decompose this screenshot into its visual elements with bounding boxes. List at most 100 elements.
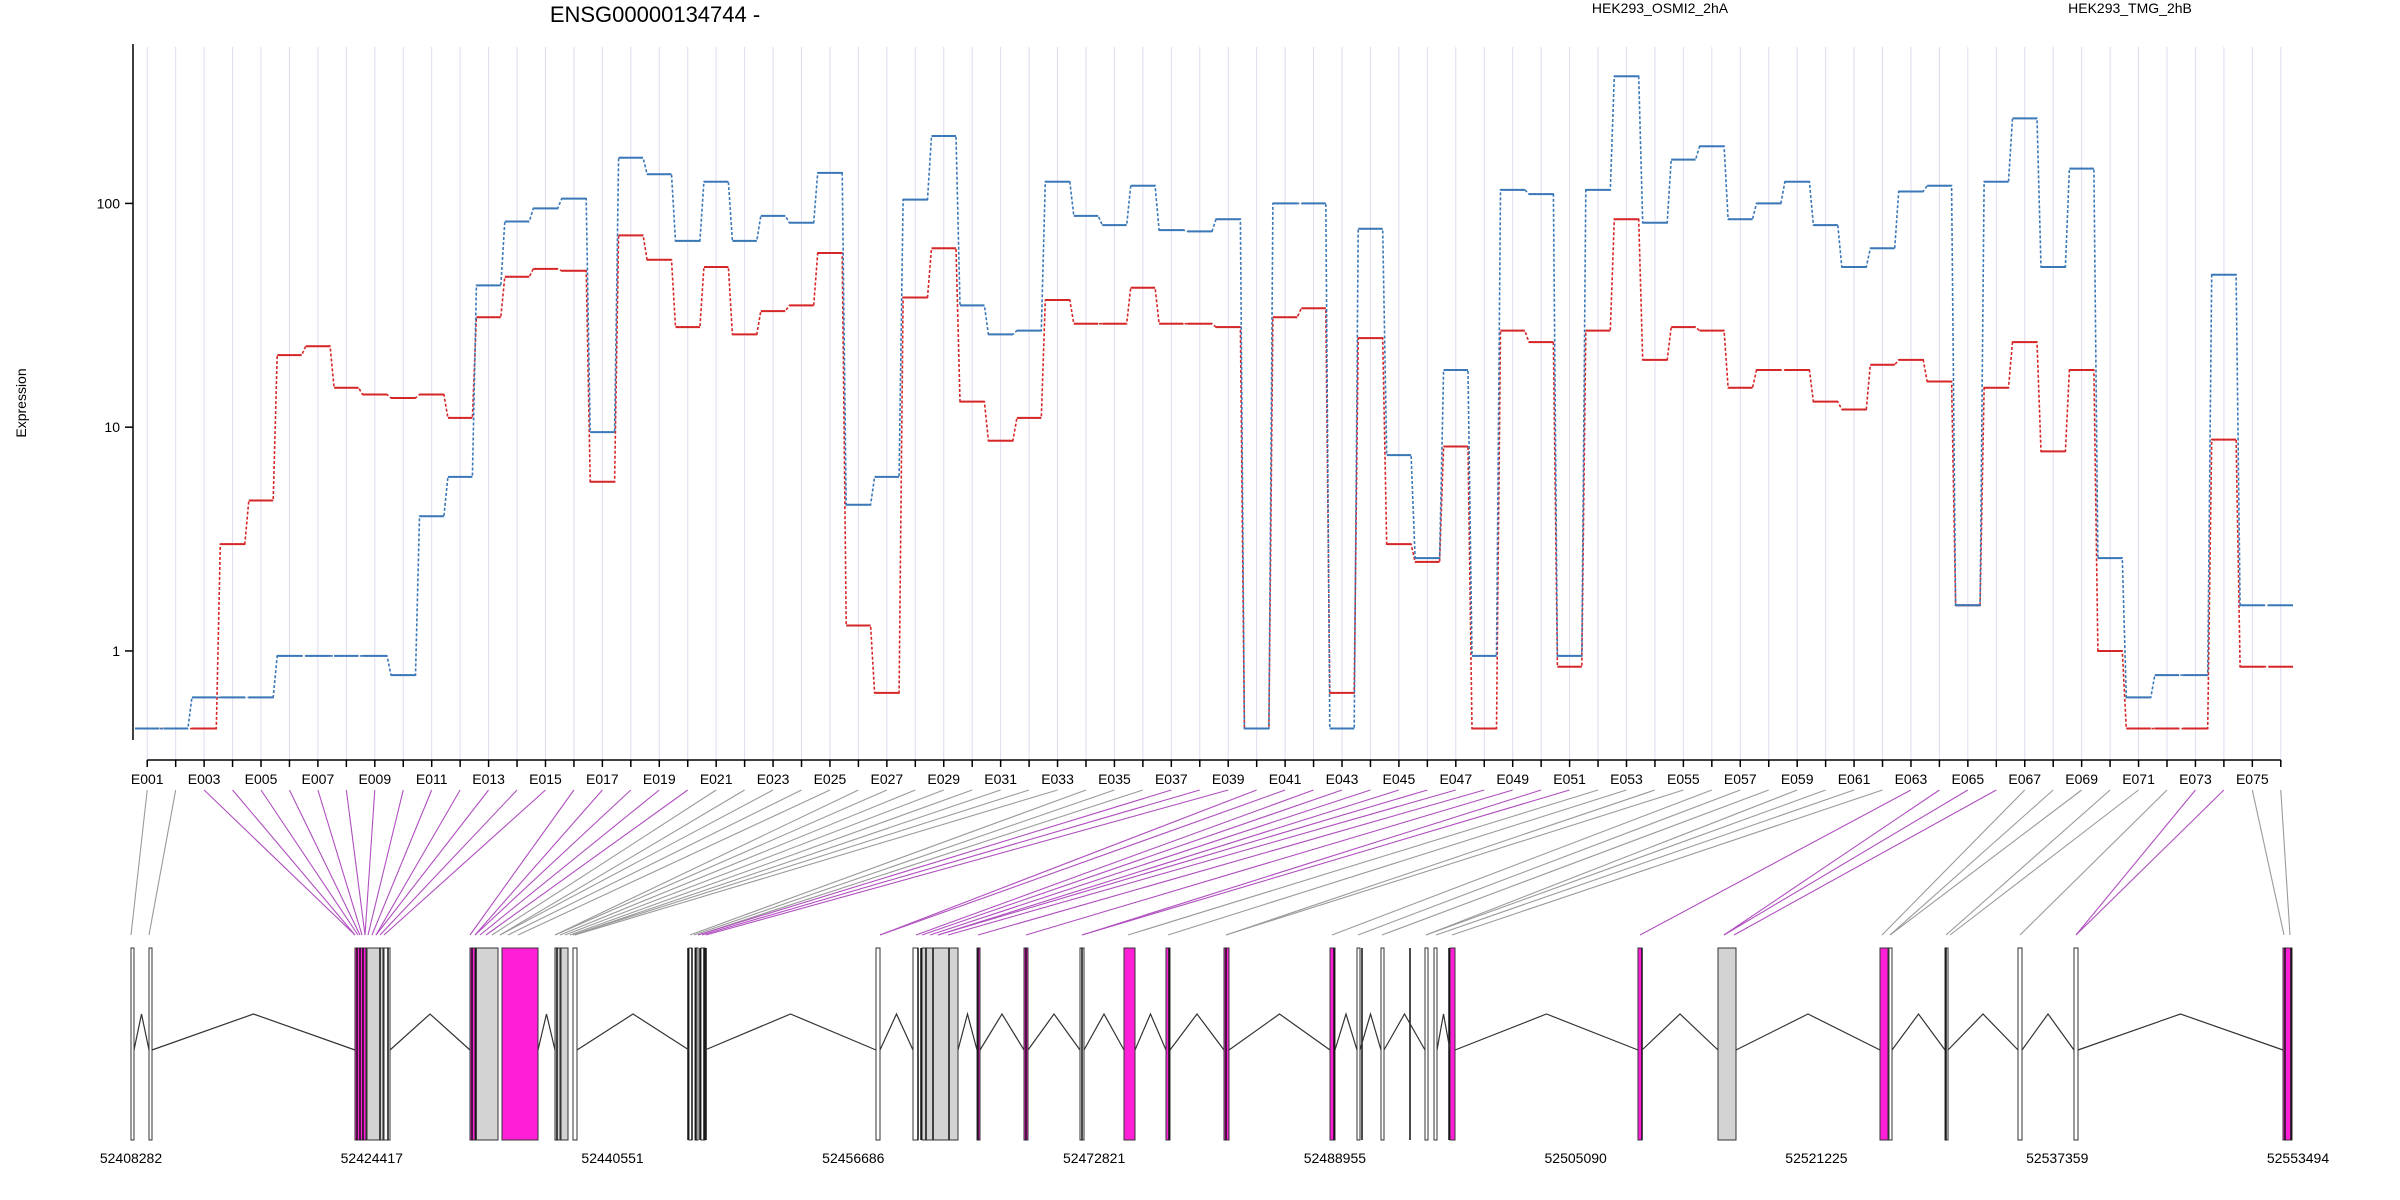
exon-connector-line	[1025, 789, 1513, 936]
intron-chevron	[1436, 1013, 1451, 1051]
y-tick-label: 100	[97, 195, 121, 211]
intron-chevron	[979, 1012, 1025, 1051]
intron-chevron	[133, 1013, 150, 1051]
x-tick-label: E069	[2065, 771, 2098, 787]
exon-block	[572, 947, 578, 1141]
exon-connector-line	[1949, 789, 2139, 936]
exon-block	[921, 947, 959, 1141]
exon-block	[1449, 947, 1456, 1141]
exon-connector-lines	[130, 789, 2291, 936]
exon-connector-line	[2019, 789, 2168, 936]
x-tick-label: E027	[871, 771, 904, 787]
exon-block	[1717, 947, 1737, 1141]
exon-connector-line	[879, 789, 1286, 936]
exon-connector-line	[921, 789, 1343, 936]
x-tick-label: E033	[1041, 771, 1074, 787]
x-tick-label: E015	[529, 771, 562, 787]
exon-connector-line	[1945, 789, 2111, 936]
x-tick-label: E037	[1155, 771, 1188, 787]
genomic-coordinate-label: 52456686	[822, 1150, 885, 1166]
x-tick-label: E055	[1667, 771, 1700, 787]
exon-connector-line	[479, 789, 660, 936]
legend-series-1: HEK293_OSMI2_2hA	[1592, 0, 1729, 16]
exon-connector-line	[977, 789, 1485, 936]
gene-model: 52408282 52424417 52440551 52456686 52472821…	[100, 947, 2329, 1166]
intron-chevron	[1454, 1013, 1639, 1051]
exon-block	[1879, 947, 1889, 1141]
exon-connector-line	[367, 789, 404, 936]
exon-connector-line	[574, 789, 1058, 936]
exon-connector-line	[1733, 789, 1997, 936]
exon-connector-line	[499, 789, 745, 936]
exon-connector-line	[148, 789, 177, 936]
exon-connector-line	[507, 789, 802, 936]
exon-connector-line	[2280, 789, 2291, 936]
intron-chevron	[2077, 1013, 2284, 1051]
exon-block	[560, 947, 569, 1141]
exon-connector-line	[1425, 789, 1826, 936]
exon-connector-line	[572, 789, 1030, 936]
exon-connector-line	[569, 789, 973, 936]
exon-connector-line	[375, 789, 461, 936]
exon-connector-line	[1127, 789, 1599, 936]
exon-connector-line	[554, 789, 859, 936]
exon-block	[1123, 947, 1136, 1141]
exon-block	[2073, 947, 2079, 1141]
exon-connector-line	[1225, 789, 1656, 936]
intron-chevron	[576, 1013, 690, 1051]
exon-block	[383, 947, 391, 1141]
vertical-gridlines	[146, 47, 2282, 760]
exon-connector-line	[1081, 789, 1570, 936]
x-tick-label: E075	[2236, 771, 2269, 787]
exon-block	[1356, 947, 1361, 1141]
series-lines	[135, 75, 2293, 730]
exon-connector-line	[288, 789, 361, 936]
x-tick-label: E007	[302, 771, 335, 787]
x-tick-label: E001	[131, 771, 164, 787]
intron-chevron	[1169, 1013, 1225, 1051]
exon-connector-line	[572, 789, 1001, 936]
genomic-coordinate-label: 52408282	[100, 1150, 163, 1166]
intron-chevron	[1735, 1013, 1881, 1051]
exon-connector-line	[1225, 789, 1684, 936]
exon-connector-line	[1639, 789, 1912, 936]
x-tick-label: E051	[1553, 771, 1586, 787]
exon-block	[700, 947, 706, 1141]
exon-connector-line	[1881, 789, 2026, 936]
exon-connector-line	[1381, 789, 1769, 936]
exon-connector-line	[929, 789, 1371, 936]
x-tick-label: E003	[188, 771, 221, 787]
exon-connector-line	[383, 789, 546, 936]
exon-connector-line	[701, 789, 1200, 936]
exon-connector-line	[1357, 789, 1741, 936]
exon-connector-line	[879, 789, 1257, 936]
x-tick-label: E017	[586, 771, 619, 787]
x-tick-label: E063	[1895, 771, 1928, 787]
intron-chevron	[1641, 1013, 1719, 1051]
exon-connector-line	[517, 789, 831, 936]
intron-chevron	[1359, 1011, 1382, 1051]
exon-block	[875, 947, 881, 1141]
intron-chevron	[1027, 1012, 1081, 1051]
genomic-coordinate-label: 52537359	[2026, 1150, 2089, 1166]
exon-block	[2017, 947, 2023, 1141]
x-tick-label: E059	[1781, 771, 1814, 787]
intron-chevron	[957, 1011, 978, 1051]
exon-connector-line	[2075, 789, 2196, 936]
exon-block	[1424, 947, 1429, 1141]
genomic-coordinate-label: 52521225	[1785, 1150, 1848, 1166]
exon-connector-line	[1425, 789, 1798, 936]
exon-connector-line	[697, 789, 1172, 936]
x-tick-label: E031	[984, 771, 1017, 787]
exon-block	[366, 947, 384, 1141]
exon-connector-line	[1889, 789, 2082, 936]
exon-connector-line	[1889, 789, 2054, 936]
exon-connector-line	[379, 789, 518, 936]
x-tick-label: E065	[1952, 771, 1985, 787]
exon-connector-line	[554, 789, 888, 936]
x-tick-label: E071	[2122, 771, 2155, 787]
exon-connector-line	[1435, 789, 1855, 936]
genomic-coordinate-label: 52505090	[1545, 1150, 1608, 1166]
x-tick-label: E021	[700, 771, 733, 787]
